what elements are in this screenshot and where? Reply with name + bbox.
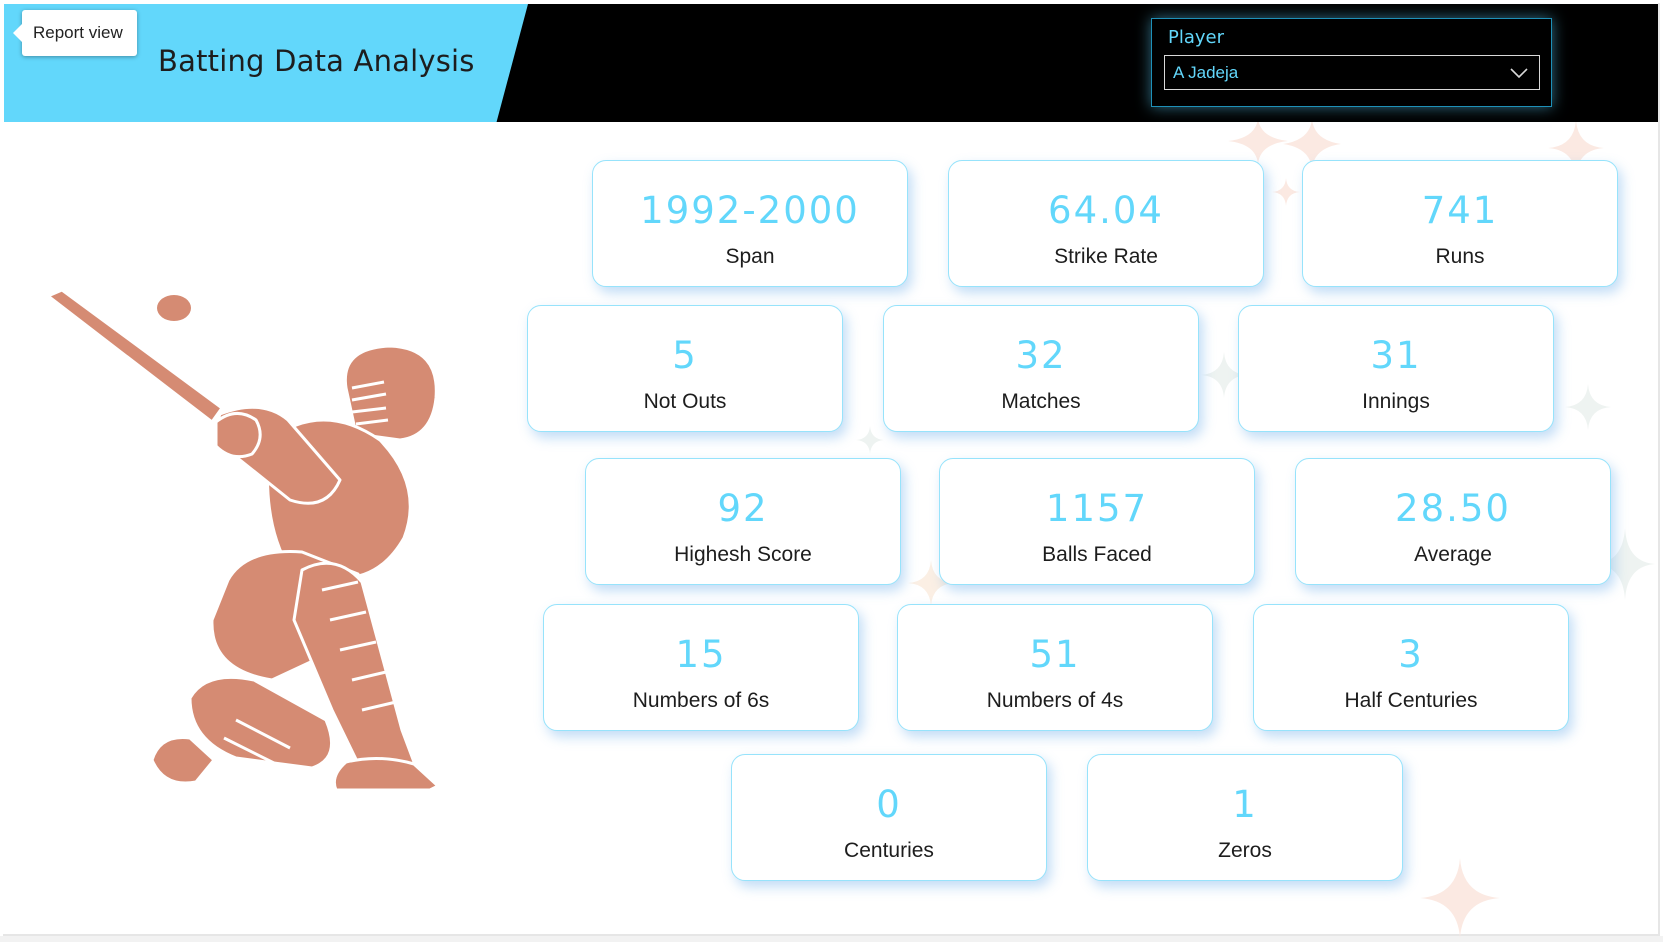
slicer-label: Player <box>1168 27 1225 48</box>
stat-label: Span <box>725 245 775 268</box>
stat-card-centuries: 0 Centuries <box>731 754 1047 881</box>
stat-value: 1992-2000 <box>640 189 860 232</box>
stat-card-fours: 51 Numbers of 4s <box>897 604 1213 731</box>
sparkle-icon <box>1548 120 1604 176</box>
stat-value: 15 <box>675 633 727 676</box>
sparkle-icon <box>1201 352 1247 398</box>
stat-card-innings: 31 Innings <box>1238 305 1554 432</box>
stat-value: 741 <box>1421 189 1499 232</box>
stat-label: Numbers of 4s <box>986 689 1124 712</box>
stat-label: Not Outs <box>643 390 727 413</box>
sparkle-icon <box>856 426 884 454</box>
stat-value: 3 <box>1398 633 1424 676</box>
stat-card-runs: 741 Runs <box>1302 160 1618 287</box>
stat-label: Innings <box>1362 390 1430 413</box>
stat-value: 92 <box>717 487 769 530</box>
stat-label: Centuries <box>844 839 934 862</box>
page-title: Batting Data Analysis <box>158 44 475 78</box>
stat-label: Matches <box>1001 390 1081 413</box>
player-dropdown[interactable]: A Jadeja <box>1164 55 1540 90</box>
sparkle-icon <box>1420 858 1500 938</box>
stat-card-zeros: 1 Zeros <box>1087 754 1403 881</box>
player-dropdown-value: A Jadeja <box>1173 63 1239 82</box>
stat-label: Highesh Score <box>674 543 812 566</box>
page-bottom-strip <box>0 936 1663 942</box>
stat-card-span: 1992-2000 Span <box>592 160 908 287</box>
stat-value: 32 <box>1015 334 1067 377</box>
stat-card-balls-faced: 1157 Balls Faced <box>939 458 1255 585</box>
stat-value: 28.50 <box>1395 487 1511 530</box>
batsman-illustration <box>46 290 440 792</box>
stat-card-sixes: 15 Numbers of 6s <box>543 604 859 731</box>
stat-card-strike-rate: 64.04 Strike Rate <box>948 160 1264 287</box>
stat-value: 5 <box>672 334 698 377</box>
stat-label: Numbers of 6s <box>632 689 770 712</box>
stat-value: 0 <box>876 783 902 826</box>
stat-value: 51 <box>1029 633 1081 676</box>
stat-value: 64.04 <box>1048 189 1164 232</box>
stat-label: Zeros <box>1218 839 1272 862</box>
chevron-down-icon <box>1510 68 1528 79</box>
stat-value: 1157 <box>1045 487 1149 530</box>
stat-value: 31 <box>1370 334 1422 377</box>
stat-label: Balls Faced <box>1042 543 1152 566</box>
stat-label: Average <box>1414 543 1492 566</box>
stat-label: Strike Rate <box>1054 245 1158 268</box>
player-slicer: Player A Jadeja <box>1151 18 1552 107</box>
stat-card-average: 28.50 Average <box>1295 458 1611 585</box>
stat-label: Half Centuries <box>1344 689 1478 712</box>
report-view-tooltip[interactable]: Report view <box>13 10 137 56</box>
sparkle-icon <box>1272 178 1300 206</box>
sparkle-icon <box>908 560 954 606</box>
sparkle-icon <box>1595 528 1655 600</box>
stat-value: 1 <box>1232 783 1258 826</box>
stat-card-highest-score: 92 Highesh Score <box>585 458 901 585</box>
sparkle-icon <box>1565 384 1611 430</box>
stat-card-half-centuries: 3 Half Centuries <box>1253 604 1569 731</box>
stat-card-not-outs: 5 Not Outs <box>527 305 843 432</box>
sparkle-icon <box>1283 118 1341 170</box>
stat-label: Runs <box>1435 245 1485 268</box>
stat-card-matches: 32 Matches <box>883 305 1199 432</box>
sparkle-icon <box>1228 118 1288 164</box>
